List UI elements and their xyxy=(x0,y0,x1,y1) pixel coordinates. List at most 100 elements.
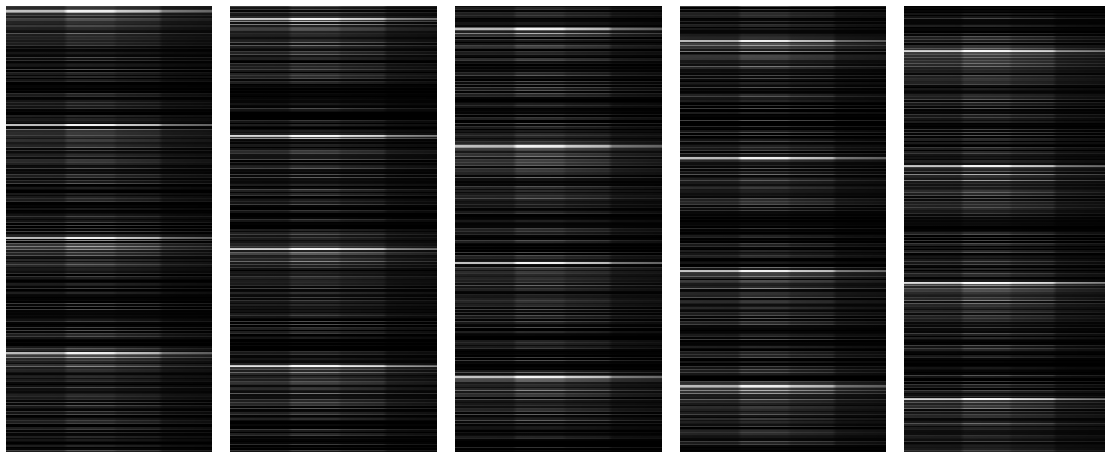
streak xyxy=(680,186,886,187)
streak xyxy=(455,399,662,400)
streak xyxy=(455,165,662,166)
streak xyxy=(6,336,212,337)
streak xyxy=(904,39,1105,40)
streak xyxy=(455,396,662,397)
streak xyxy=(680,257,886,258)
streak xyxy=(230,362,437,363)
streak xyxy=(230,306,437,307)
streak xyxy=(6,401,212,402)
streak xyxy=(680,12,886,13)
streak xyxy=(455,384,662,385)
streak xyxy=(230,167,437,168)
streak xyxy=(230,69,437,70)
streak xyxy=(455,47,662,48)
streak xyxy=(6,150,212,151)
streak xyxy=(455,218,662,219)
streak xyxy=(230,8,437,9)
streak xyxy=(6,23,212,24)
streak xyxy=(6,17,212,18)
streak xyxy=(904,188,1105,189)
streak xyxy=(904,36,1105,37)
streak xyxy=(230,129,437,130)
streak xyxy=(6,347,212,348)
streak xyxy=(6,375,212,376)
streak xyxy=(230,281,437,282)
streak xyxy=(455,332,662,333)
streak xyxy=(6,300,212,301)
streak xyxy=(230,206,437,207)
streak xyxy=(230,42,437,43)
streak xyxy=(455,314,662,315)
streak xyxy=(455,39,662,40)
streak xyxy=(230,159,437,160)
streak xyxy=(680,276,886,277)
streak xyxy=(680,278,886,279)
streak xyxy=(904,18,1105,19)
streak xyxy=(904,348,1105,349)
streak xyxy=(680,231,886,232)
streak xyxy=(904,345,1105,346)
streak xyxy=(904,384,1105,385)
streak xyxy=(680,354,886,355)
streak xyxy=(680,80,886,81)
streak xyxy=(680,42,886,43)
streak xyxy=(904,377,1105,378)
streak xyxy=(230,314,437,315)
streak xyxy=(680,168,886,169)
streak xyxy=(680,54,886,55)
streak xyxy=(455,221,662,222)
streak xyxy=(455,234,662,235)
streak xyxy=(680,180,886,181)
streak xyxy=(680,399,886,400)
streak xyxy=(455,387,662,388)
streak xyxy=(6,383,212,384)
streak xyxy=(455,350,662,351)
streak xyxy=(230,297,437,298)
streak xyxy=(230,315,437,316)
streak xyxy=(6,407,212,408)
streak xyxy=(680,174,886,175)
streak xyxy=(455,299,662,300)
streak xyxy=(230,11,437,12)
streak xyxy=(455,131,662,132)
streak xyxy=(680,417,886,418)
streak xyxy=(455,434,662,435)
streak xyxy=(6,428,212,429)
streak xyxy=(904,84,1105,85)
streak xyxy=(6,42,212,43)
streak xyxy=(680,182,886,183)
streak xyxy=(680,234,886,235)
streak xyxy=(455,200,662,201)
streak xyxy=(6,216,212,217)
streak xyxy=(904,215,1105,216)
streak xyxy=(6,363,212,364)
streak xyxy=(904,38,1105,39)
streak xyxy=(6,146,212,147)
streak xyxy=(230,144,437,145)
streak xyxy=(455,11,662,12)
streak xyxy=(680,236,886,237)
streak xyxy=(6,362,212,363)
streak xyxy=(455,135,662,136)
streak xyxy=(230,302,437,303)
bright-band xyxy=(6,352,212,354)
streak xyxy=(680,449,886,450)
streak xyxy=(230,131,437,132)
streak xyxy=(904,435,1105,436)
streak xyxy=(455,33,662,34)
streak xyxy=(230,332,437,333)
streak xyxy=(904,72,1105,73)
streak xyxy=(904,287,1105,288)
streak xyxy=(680,335,886,336)
streak xyxy=(6,392,212,393)
streak xyxy=(6,186,212,187)
streak xyxy=(680,327,886,328)
streak xyxy=(6,95,212,96)
streak xyxy=(904,243,1105,244)
streak xyxy=(455,450,662,451)
streak xyxy=(455,395,662,396)
streak xyxy=(6,195,212,196)
streak xyxy=(6,80,212,81)
streak xyxy=(455,191,662,192)
streak xyxy=(455,249,662,250)
